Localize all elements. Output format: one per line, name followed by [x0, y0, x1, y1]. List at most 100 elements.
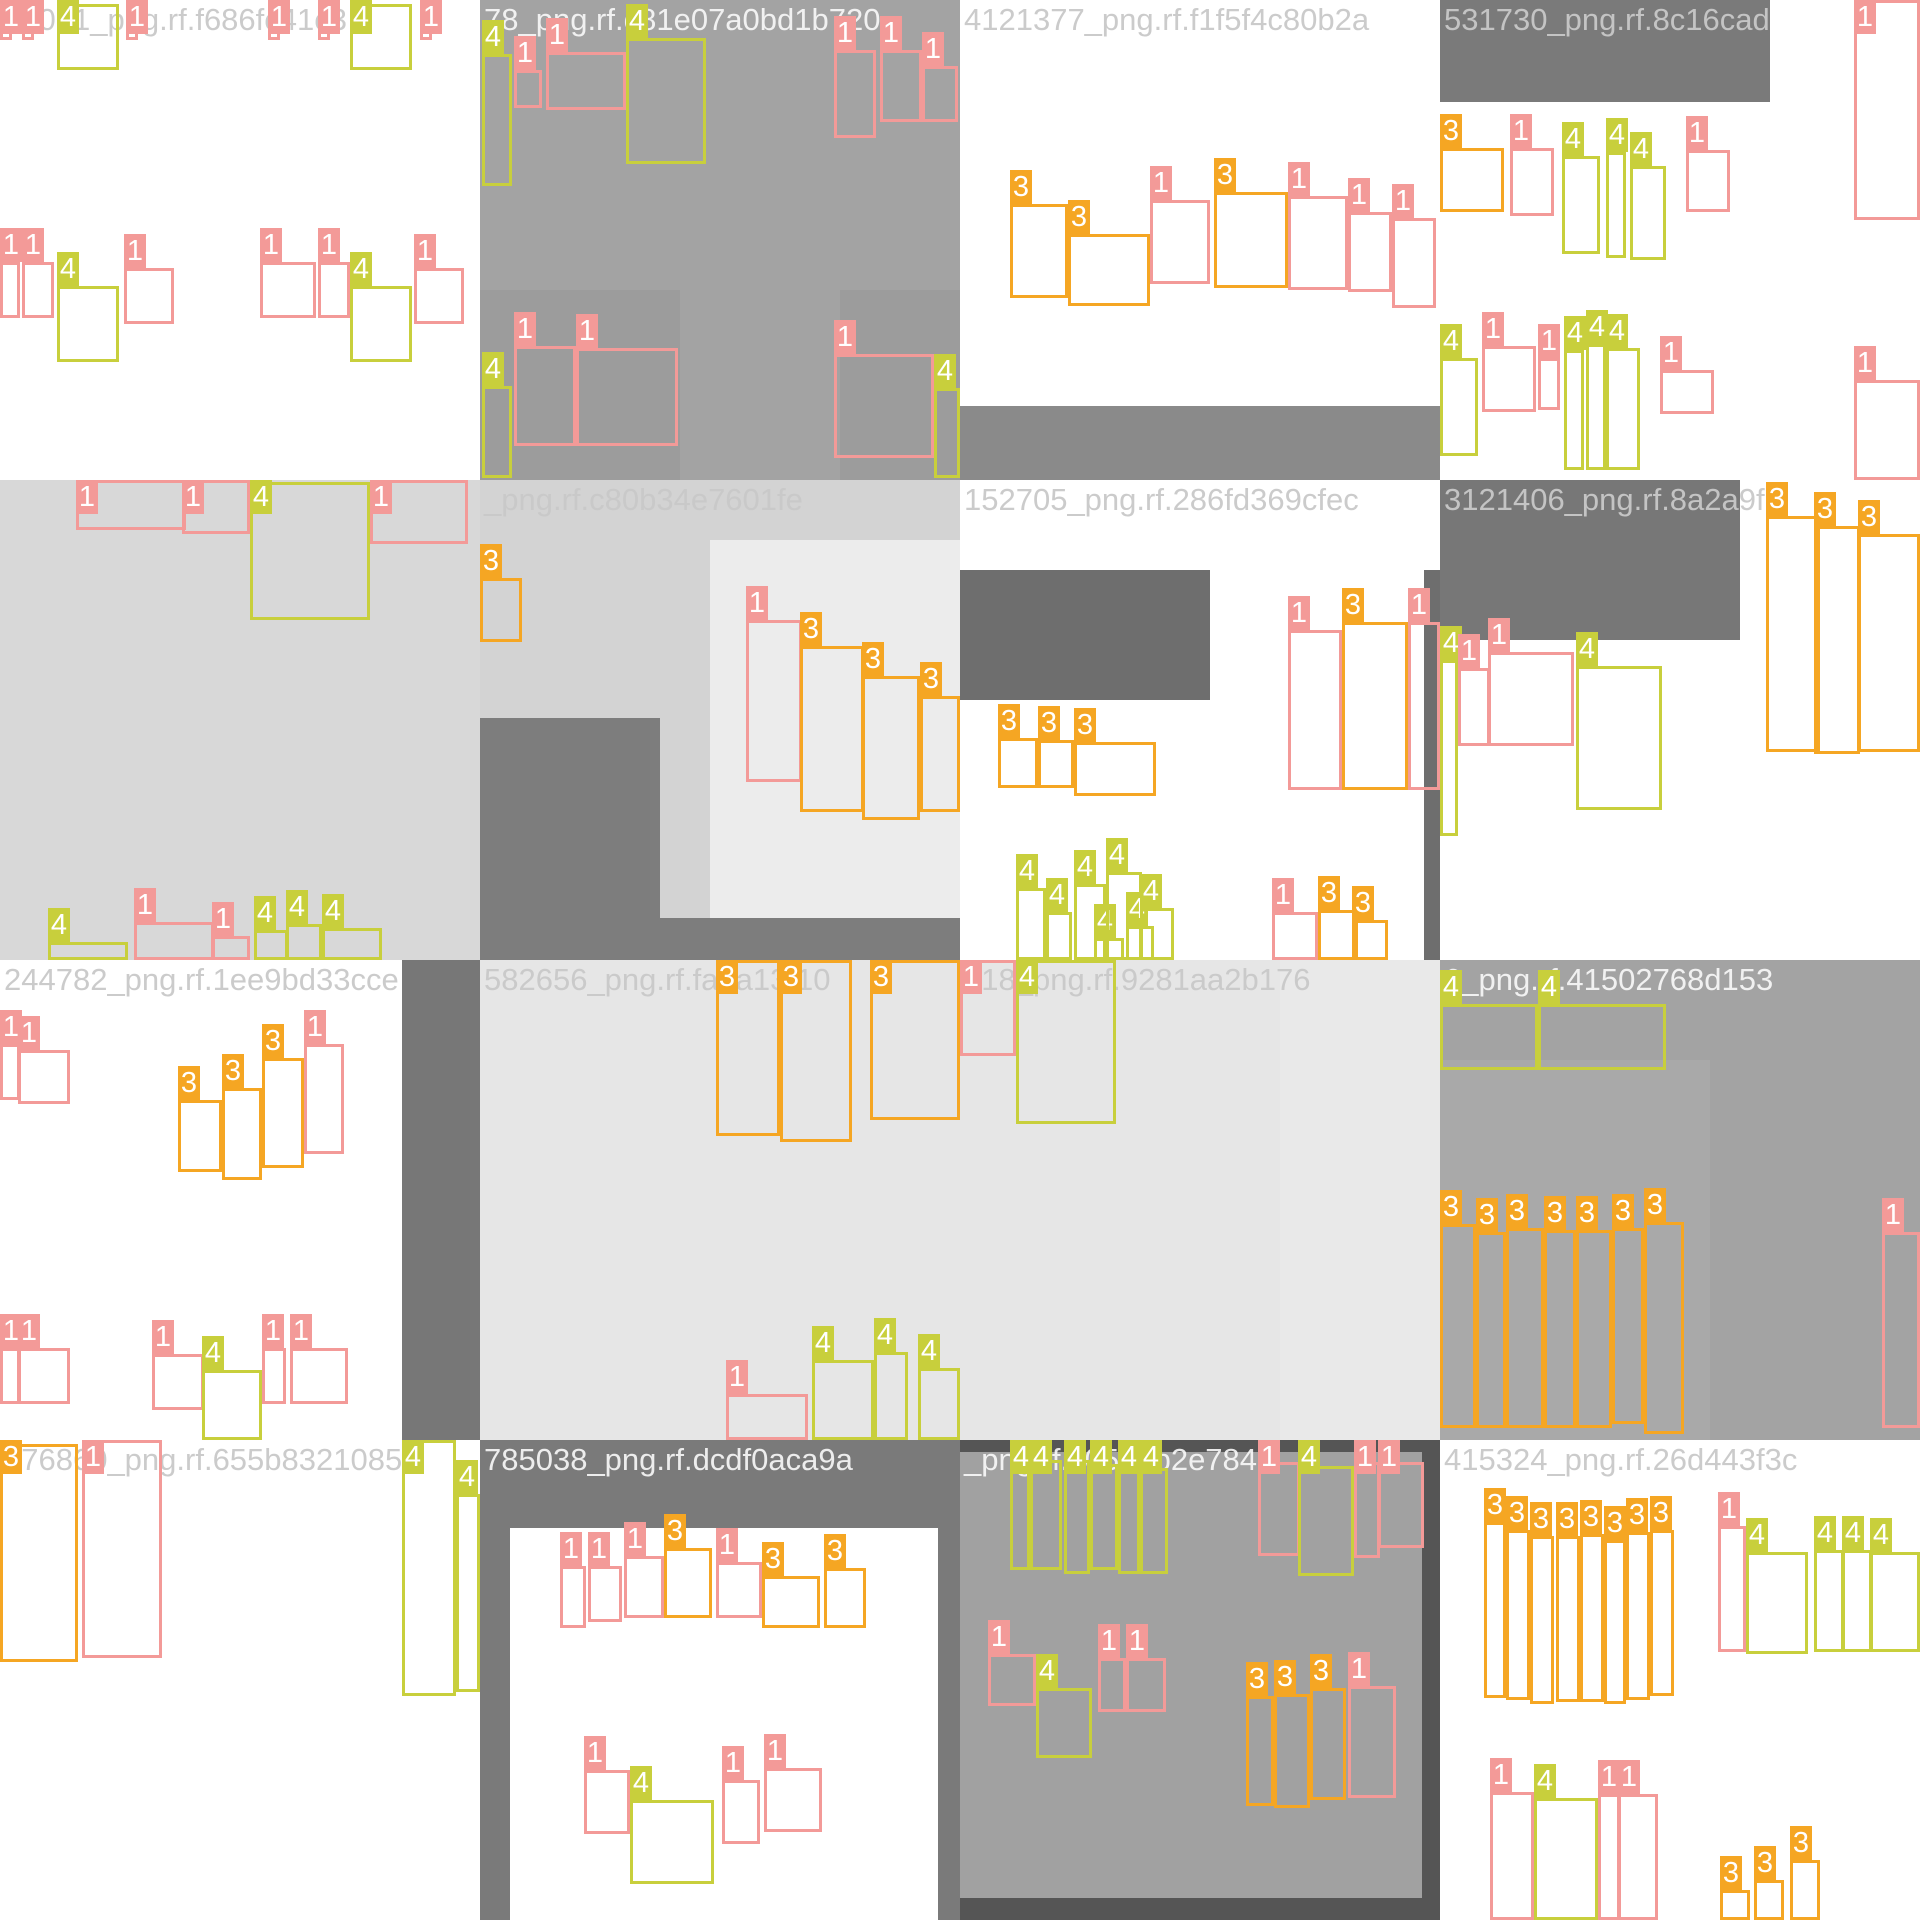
class-label-tag: 4 — [1576, 632, 1598, 666]
class-label-tag: 1 — [0, 1010, 22, 1044]
class-label-tag: 1 — [1488, 618, 1510, 652]
class-label-tag: 1 — [1288, 162, 1310, 196]
mosaic-tile: 415324_png.rf.26d443f3c 3 3 3 3 3 3 3 3 1 4 4 4 4 1 4 1 1… — [1440, 1440, 1920, 1920]
tile-background-panel — [402, 960, 480, 1440]
class-label-tag: 4 — [350, 0, 372, 34]
class-label-tag: 3 — [1754, 1846, 1776, 1880]
mosaic-tile: 244782_png.rf.1ee9bd33cce 1 1 3 3 3 1 1 1 1 4 1 1 — [0, 960, 480, 1440]
bounding-box-class-4 — [1814, 1550, 1844, 1652]
bounding-box-class-3 — [1484, 1522, 1506, 1698]
bounding-box-class-3 — [716, 960, 780, 1136]
class-label-tag: 1 — [746, 586, 768, 620]
class-label-tag: 3 — [1650, 1496, 1672, 1530]
class-label-tag: 3 — [870, 960, 892, 994]
class-label-tag: 1 — [584, 1736, 606, 1770]
class-label-tag: 1 — [1098, 1624, 1120, 1658]
bounding-box-class-1 — [834, 50, 876, 138]
mosaic-tile: 4121377_png.rf.f1f5f4c80b2a 3 3 1 3 1 1 1 — [960, 0, 1440, 480]
bounding-box-class-1 — [960, 960, 1016, 1056]
class-label-tag: 4 — [1046, 878, 1068, 912]
class-label-tag: 4 — [1440, 626, 1462, 660]
class-label-tag: 3 — [1352, 886, 1374, 920]
bounding-box-class-3 — [780, 960, 852, 1142]
class-label-tag: 4 — [57, 252, 79, 286]
bounding-box-class-3 — [762, 1576, 820, 1628]
bounding-box-class-1 — [546, 52, 626, 110]
class-label-tag: 4 — [350, 252, 372, 286]
bounding-box-class-1 — [262, 1348, 286, 1404]
class-label-tag: 3 — [1766, 482, 1788, 516]
bounding-box-class-1 — [560, 1566, 586, 1628]
bounding-box-class-3 — [1858, 534, 1920, 752]
class-label-tag: 1 — [576, 314, 598, 348]
class-label-tag: 1 — [1272, 878, 1294, 912]
class-label-tag: 3 — [1440, 114, 1462, 148]
bounding-box-class-1 — [260, 262, 316, 318]
class-label-tag: 4 — [626, 4, 648, 38]
bounding-box-class-3 — [1644, 1222, 1684, 1434]
bounding-box-class-4 — [456, 1494, 480, 1692]
class-label-tag: 4 — [918, 1334, 940, 1368]
class-label-tag: 3 — [1604, 1506, 1626, 1540]
bounding-box-class-3 — [1814, 526, 1860, 754]
bounding-box-class-4 — [1576, 666, 1662, 810]
bounding-box-class-1 — [1288, 630, 1342, 790]
tile-filename: 244782_png.rf.1ee9bd33cce — [4, 962, 399, 997]
bounding-box-class-1 — [318, 262, 350, 318]
class-label-tag: 1 — [960, 960, 982, 994]
class-label-tag: 1 — [134, 888, 156, 922]
bounding-box-class-1 — [880, 50, 922, 122]
class-label-tag: 1 — [126, 0, 148, 34]
class-label-tag: 1 — [212, 902, 234, 936]
bounding-box-class-3 — [1074, 742, 1156, 796]
bounding-box-class-4 — [1010, 1460, 1030, 1570]
bounding-box-class-1 — [1598, 1794, 1620, 1920]
bounding-box-class-3 — [1352, 920, 1388, 960]
bounding-box-class-3 — [1274, 1694, 1310, 1808]
class-label-tag: 1 — [318, 0, 340, 34]
bounding-box-class-3 — [1766, 516, 1820, 752]
tile-background-panel — [660, 918, 960, 960]
mosaic-tile: 785038_png.rf.dcdf0aca9a 1 1 1 3 1 3 3 1 4 1 1 — [480, 1440, 960, 1920]
class-label-tag: 1 — [124, 234, 146, 268]
class-label-tag: 3 — [1476, 1198, 1498, 1232]
bounding-box-class-1 — [1618, 1794, 1658, 1920]
bounding-box-class-1 — [1348, 212, 1392, 292]
class-label-tag: 1 — [1288, 596, 1310, 630]
bounding-box-class-4 — [1030, 1460, 1062, 1570]
bounding-box-class-3 — [1580, 1534, 1604, 1702]
bounding-box-class-1 — [1538, 358, 1560, 410]
bounding-box-class-1 — [584, 1770, 630, 1834]
bounding-box-class-3 — [262, 1058, 304, 1168]
bounding-box-class-3 — [1440, 1224, 1476, 1428]
bounding-box-class-4 — [350, 4, 412, 70]
bounding-box-class-1 — [1718, 1526, 1746, 1652]
bounding-box-class-1 — [1482, 346, 1536, 412]
class-label-tag: 4 — [934, 354, 956, 388]
bounding-box-class-4 — [1630, 166, 1666, 260]
class-label-tag: 1 — [1598, 1760, 1620, 1794]
class-label-tag: 1 — [1458, 634, 1480, 668]
class-label-tag: 3 — [262, 1024, 284, 1058]
bounding-box-class-4 — [630, 1800, 714, 1884]
bounding-box-class-3 — [664, 1548, 712, 1618]
bounding-box-class-3 — [1038, 740, 1074, 788]
bounding-box-class-1 — [1660, 370, 1714, 414]
class-label-tag: 4 — [57, 0, 79, 34]
bounding-box-class-3 — [1246, 1696, 1274, 1806]
class-label-tag: 4 — [1010, 1440, 1032, 1474]
class-label-tag: 4 — [1630, 132, 1652, 166]
bounding-box-class-4 — [1440, 358, 1478, 456]
class-label-tag: 1 — [922, 32, 944, 66]
class-label-tag: 4 — [1564, 316, 1586, 350]
bounding-box-class-1 — [1098, 1658, 1126, 1712]
bounding-box-class-4 — [918, 1368, 960, 1440]
bounding-box-class-1 — [1408, 622, 1440, 790]
bounding-box-class-3 — [1342, 622, 1408, 790]
class-label-tag: 4 — [1106, 838, 1128, 872]
bounding-box-class-4 — [254, 930, 288, 960]
bounding-box-class-1 — [834, 354, 934, 458]
bounding-box-class-4 — [250, 482, 370, 620]
bounding-box-class-1 — [746, 620, 802, 782]
